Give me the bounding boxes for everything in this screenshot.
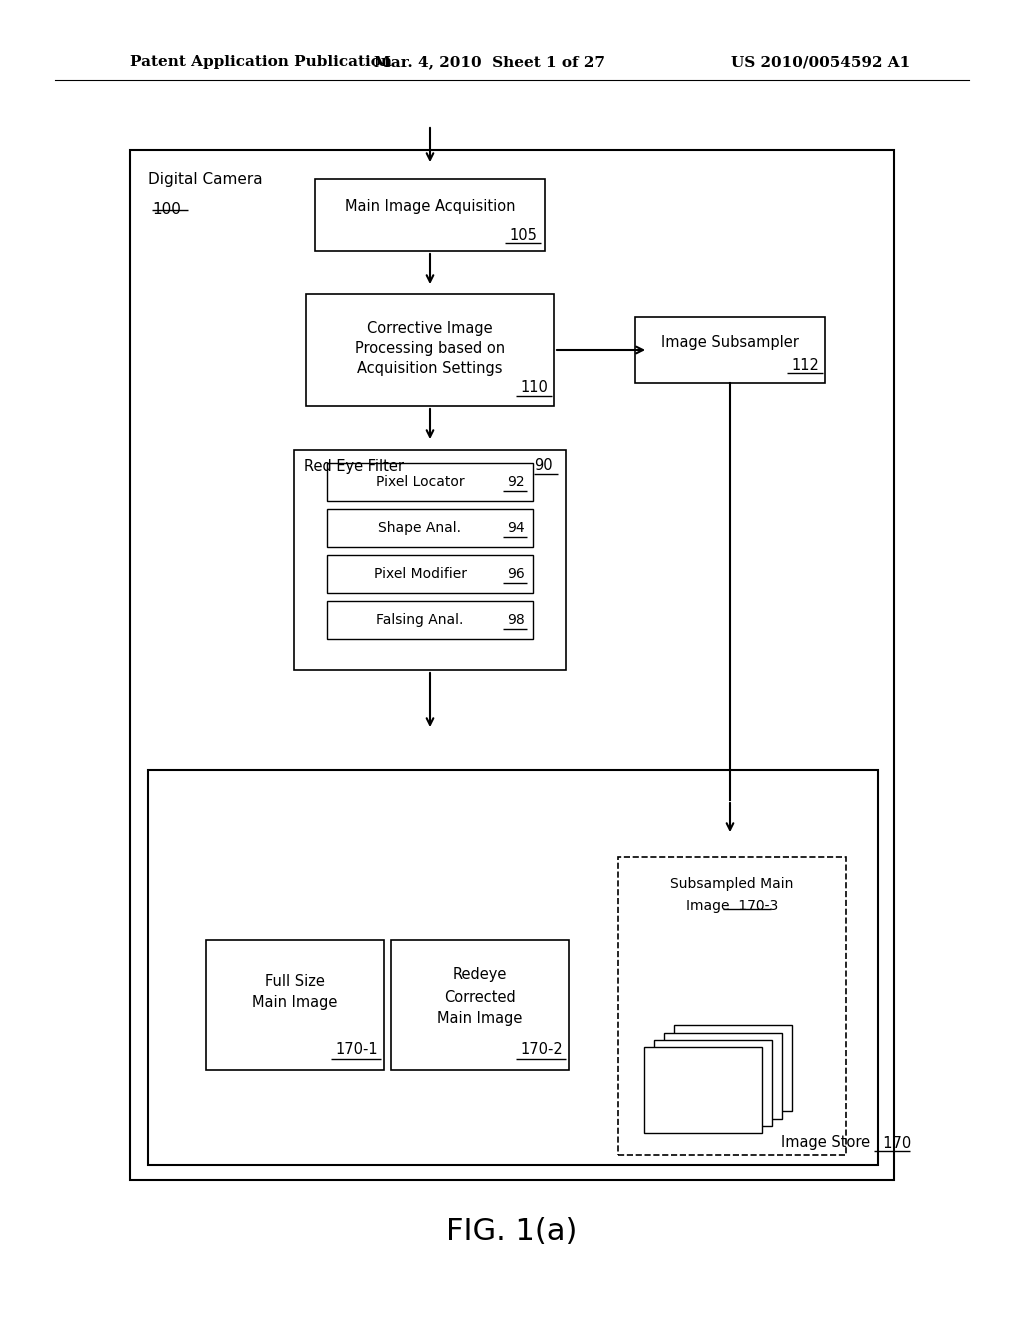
Text: Main Image: Main Image xyxy=(437,1011,522,1027)
Text: Main Image Acquisition: Main Image Acquisition xyxy=(345,199,515,214)
Text: US 2010/0054592 A1: US 2010/0054592 A1 xyxy=(731,55,910,69)
Text: 110: 110 xyxy=(520,380,548,396)
Text: Main Image: Main Image xyxy=(252,995,338,1011)
Bar xyxy=(148,770,878,1166)
Bar xyxy=(327,601,534,639)
Text: Falsing Anal.: Falsing Anal. xyxy=(376,612,464,627)
Text: 96: 96 xyxy=(507,568,525,581)
Bar xyxy=(130,150,894,1180)
Bar xyxy=(294,450,566,671)
Text: 105: 105 xyxy=(509,227,537,243)
Text: Image Subsampler: Image Subsampler xyxy=(662,334,799,350)
Text: Corrected: Corrected xyxy=(444,990,516,1005)
Text: FIG. 1(a): FIG. 1(a) xyxy=(446,1217,578,1246)
Bar xyxy=(391,940,569,1071)
Bar xyxy=(306,294,554,407)
Text: Redeye: Redeye xyxy=(453,968,507,982)
Text: 92: 92 xyxy=(507,475,525,488)
Text: 94: 94 xyxy=(507,521,525,535)
Text: 170-1: 170-1 xyxy=(336,1043,378,1057)
Text: Pixel Modifier: Pixel Modifier xyxy=(374,568,467,581)
Bar xyxy=(618,857,846,1155)
Text: 90: 90 xyxy=(534,458,553,474)
Text: 170-2: 170-2 xyxy=(520,1043,563,1057)
Bar xyxy=(654,1040,772,1126)
Bar xyxy=(206,940,384,1071)
Text: Full Size: Full Size xyxy=(265,974,325,989)
Text: 112: 112 xyxy=(792,358,819,372)
Text: 170: 170 xyxy=(874,1135,911,1151)
Text: Subsampled Main: Subsampled Main xyxy=(671,876,794,891)
Bar xyxy=(327,510,534,546)
Text: Shape Anal.: Shape Anal. xyxy=(379,521,462,535)
Bar xyxy=(635,317,825,383)
Bar xyxy=(315,180,545,251)
Text: Mar. 4, 2010  Sheet 1 of 27: Mar. 4, 2010 Sheet 1 of 27 xyxy=(375,55,605,69)
Text: Red Eye Filter: Red Eye Filter xyxy=(304,458,404,474)
Bar xyxy=(674,1026,792,1111)
Text: Pixel Locator: Pixel Locator xyxy=(376,475,464,488)
Text: Acquisition Settings: Acquisition Settings xyxy=(357,360,503,375)
Text: 100: 100 xyxy=(152,202,181,216)
Bar xyxy=(327,463,534,502)
Text: Digital Camera: Digital Camera xyxy=(148,172,262,187)
Bar xyxy=(644,1047,762,1133)
Bar xyxy=(664,1034,782,1119)
Text: Image Store: Image Store xyxy=(781,1135,870,1151)
Text: Corrective Image: Corrective Image xyxy=(368,321,493,335)
Text: 98: 98 xyxy=(507,612,525,627)
Bar xyxy=(327,554,534,593)
Text: Image  170-3: Image 170-3 xyxy=(686,899,778,913)
Text: Processing based on: Processing based on xyxy=(355,341,505,355)
Text: Patent Application Publication: Patent Application Publication xyxy=(130,55,392,69)
